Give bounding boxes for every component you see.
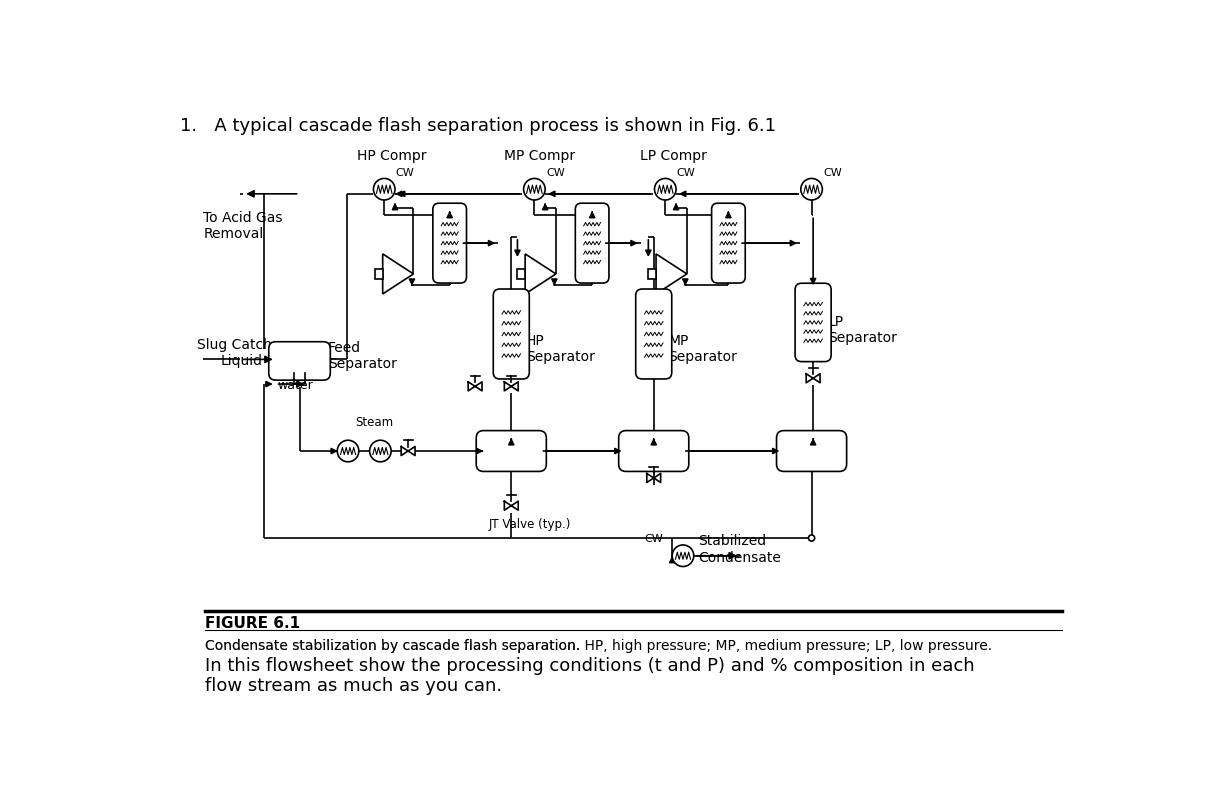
Circle shape [673,545,694,567]
Text: CW: CW [546,168,564,178]
Circle shape [808,535,814,541]
Bar [517,269,525,279]
Text: FIGURE 6.1: FIGURE 6.1 [205,616,299,630]
Circle shape [801,179,823,200]
Text: HP
Separator: HP Separator [526,334,595,364]
FancyBboxPatch shape [776,430,846,472]
FancyBboxPatch shape [493,289,530,379]
Text: Condensate stabilization by cascade flash separation.: Condensate stabilization by cascade flas… [205,639,584,653]
Text: flow stream as much as you can.: flow stream as much as you can. [205,676,501,695]
Text: LP Compr: LP Compr [639,149,706,163]
Text: MP
Separator: MP Separator [669,334,737,364]
Bar [648,269,657,279]
Text: CW: CW [644,534,663,544]
FancyBboxPatch shape [636,289,671,379]
Text: In this flowsheet show the processing conditions (t and P) and % composition in : In this flowsheet show the processing co… [205,657,975,676]
Circle shape [524,179,545,200]
Text: Steam: Steam [355,417,393,430]
Text: CW: CW [823,168,841,178]
Text: Condensate stabilization by cascade flash separation. HP, high pressure; MP, med: Condensate stabilization by cascade flas… [205,639,992,653]
Text: JT Valve (typ.): JT Valve (typ.) [488,518,570,531]
Polygon shape [383,254,414,294]
Polygon shape [525,254,556,294]
FancyBboxPatch shape [269,341,330,380]
Text: Condensate stabilization by cascade flash separation. ​HP​, high pressure; ​MP​,: Condensate stabilization by cascade flas… [205,639,992,653]
Circle shape [370,440,392,462]
Circle shape [373,179,395,200]
FancyBboxPatch shape [795,283,832,361]
FancyBboxPatch shape [432,203,467,283]
FancyBboxPatch shape [575,203,609,283]
Text: Slug Catcher
Liquid: Slug Catcher Liquid [197,337,286,368]
Text: water: water [277,379,313,392]
FancyBboxPatch shape [477,430,546,472]
Polygon shape [657,254,687,294]
Text: CW: CW [676,168,696,178]
FancyBboxPatch shape [618,430,689,472]
Text: CW: CW [395,168,414,178]
Text: MP Compr: MP Compr [504,149,575,163]
Text: Stabilized
Condensate: Stabilized Condensate [699,534,781,565]
Text: 1.   A typical cascade flash separation process is shown in Fig. 6.1: 1. A typical cascade flash separation pr… [180,117,776,135]
Circle shape [338,440,359,462]
Circle shape [654,179,676,200]
Text: To Acid Gas
Removal: To Acid Gas Removal [203,210,283,241]
Text: HP Compr: HP Compr [357,149,426,163]
FancyBboxPatch shape [712,203,745,283]
Text: Feed
Separator: Feed Separator [328,341,397,372]
Bar [375,269,383,279]
Text: LP
Separator: LP Separator [828,315,897,345]
